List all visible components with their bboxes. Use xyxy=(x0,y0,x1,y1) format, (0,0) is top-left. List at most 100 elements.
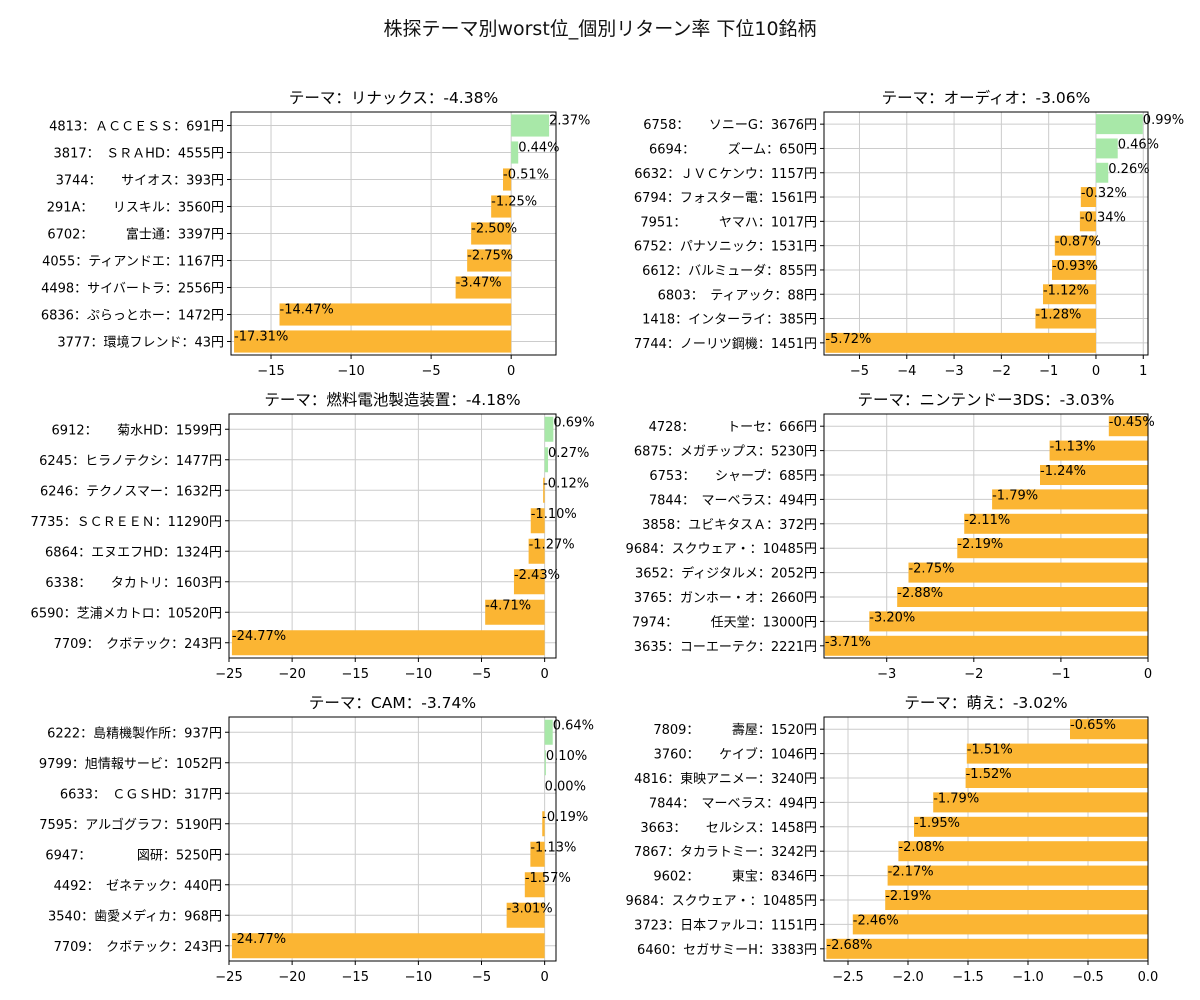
xtick-label: −15 xyxy=(342,970,369,985)
bar xyxy=(1095,162,1109,183)
category-label: 6633： ＣＧＳHD：317円 xyxy=(60,787,222,802)
subplot-title: テーマ：リナックス：-4.38% xyxy=(289,89,498,107)
bar-value-label: -3.20% xyxy=(869,610,915,625)
bar-value-label: -1.13% xyxy=(1050,440,1096,455)
xtick-label: −1 xyxy=(1039,364,1058,379)
bar xyxy=(869,611,1148,632)
xtick-label: 1 xyxy=(1139,364,1147,379)
category-label: 6590：芝浦メカトロ：10520円 xyxy=(31,605,222,621)
category-label: 3760： ケイブ：1046円 xyxy=(654,747,817,763)
bar-value-label: -17.31% xyxy=(234,329,288,344)
bar xyxy=(543,477,545,503)
bar-value-label: -1.95% xyxy=(914,816,960,831)
xtick-label: −1.5 xyxy=(952,970,984,985)
bar xyxy=(467,249,512,272)
bar-value-label: 0.46% xyxy=(1118,137,1159,152)
category-label: 6612：バルミューダ：855円 xyxy=(642,264,817,279)
bar-value-label: -2.88% xyxy=(897,586,943,601)
bar xyxy=(1035,308,1096,329)
xtick-label: 0.0 xyxy=(1138,970,1159,985)
bar xyxy=(1095,114,1143,135)
bar xyxy=(898,841,1148,862)
bar-value-label: -14.47% xyxy=(280,302,334,317)
bar xyxy=(231,630,545,656)
bar xyxy=(530,841,545,867)
bar xyxy=(544,447,549,473)
bar-value-label: 0.10% xyxy=(546,749,587,764)
category-label: 6753： シャープ：685円 xyxy=(649,469,817,484)
bar xyxy=(506,902,545,928)
bar xyxy=(965,767,1148,789)
xtick-label: −4 xyxy=(897,364,916,379)
bar-value-label: -1.27% xyxy=(529,538,575,553)
xtick-label: 0 xyxy=(507,364,515,379)
axes-frame xyxy=(228,413,557,659)
bar xyxy=(544,416,554,442)
bar-value-label: -0.32% xyxy=(1081,186,1127,201)
category-label: 6460：セガサミーH：3383円 xyxy=(637,943,817,958)
bar-value-label: -1.12% xyxy=(1043,283,1089,298)
category-label: 9602： 東宝：8346円 xyxy=(653,869,817,885)
category-label: 7974： 任天堂：13000円 xyxy=(632,615,817,630)
bar-value-label: -2.50% xyxy=(471,221,517,236)
chart-cam: 0.64% 6222：島精機製作所：937円 0.10% 9799：旭情報サービ：10… xyxy=(39,694,594,985)
category-label: 7844： マーベラス：494円 xyxy=(649,493,817,508)
xtick-label: −20 xyxy=(278,970,305,985)
bar-value-label: -1.10% xyxy=(531,507,577,522)
xtick-label: −25 xyxy=(215,667,242,682)
chart-linux: 2.37% 4813：ＡＣＣＥＳＳ：691円 0.44% 3817： ＳＲＡHD：45… xyxy=(41,89,591,379)
bar-value-label: -1.52% xyxy=(966,767,1012,782)
category-label: 3540：歯愛メディカ：968円 xyxy=(48,908,222,924)
xtick-label: 0 xyxy=(1092,364,1100,379)
bar-value-label: -1.79% xyxy=(992,488,1038,503)
xtick-label: −5 xyxy=(422,364,441,379)
xtick-label: −3 xyxy=(944,364,963,379)
bar-value-label: -1.28% xyxy=(1035,308,1081,323)
bar-value-label: 0.99% xyxy=(1143,113,1184,128)
bar xyxy=(1054,235,1096,256)
bar-value-label: -2.17% xyxy=(888,865,934,880)
category-label: 6632：ＪＶＣケンウ：1157円 xyxy=(634,167,817,182)
category-label: 1418：インターライ：385円 xyxy=(642,313,817,328)
bar xyxy=(826,938,1148,959)
bar xyxy=(933,792,1148,813)
bar xyxy=(511,114,550,137)
bar-value-label: -0.93% xyxy=(1052,259,1098,274)
bar-value-label: 0.44% xyxy=(518,140,559,155)
bar xyxy=(1070,719,1148,740)
xtick-label: −2 xyxy=(964,667,983,682)
category-label: 3744： サイオス：393円 xyxy=(56,174,224,189)
axes-frame xyxy=(823,413,1149,659)
category-label: 3723：日本ファルコ：1151円 xyxy=(634,918,817,933)
chart-audio: 0.99% 6758： ソニーG：3676円 0.46% 6694： ズーム：650円… xyxy=(634,88,1184,379)
bar-value-label: 0.00% xyxy=(545,780,586,795)
figure-title: 株探テーマ別worst位_個別リターン率 下位10銘柄 xyxy=(383,18,817,40)
bar xyxy=(1079,211,1096,232)
category-label: 3663： セルシス：1458円 xyxy=(640,821,817,836)
bar xyxy=(1040,464,1148,486)
bar xyxy=(234,330,512,353)
category-label: 6875：メガチップス：5230円 xyxy=(634,445,817,460)
category-label: 7709： クボテック：243円 xyxy=(54,940,222,955)
xtick-label: −1 xyxy=(1051,667,1070,682)
subplot-title: テーマ：燃料電池製造装置：-4.18% xyxy=(264,391,520,409)
xtick-label: 0 xyxy=(1144,667,1152,682)
bar-value-label: -1.79% xyxy=(933,791,979,806)
bar xyxy=(908,562,1148,583)
bar xyxy=(511,141,519,164)
bar-value-label: -2.46% xyxy=(853,913,899,928)
category-label: 6222：島精機製作所：937円 xyxy=(47,726,222,741)
bar-value-label: 0.26% xyxy=(1108,162,1149,177)
category-label: 9684：スクウェア・：10485円 xyxy=(626,894,817,909)
xtick-label: −1.0 xyxy=(1012,970,1044,985)
bar xyxy=(455,276,512,299)
subplot-title: テーマ：CAM：-3.74% xyxy=(309,694,476,712)
bar xyxy=(528,538,545,564)
bar xyxy=(231,933,545,959)
category-label: 7709： クボテック：243円 xyxy=(54,637,222,652)
bar xyxy=(1080,187,1096,208)
bar xyxy=(1095,138,1118,159)
category-label: 4728： トーセ：666円 xyxy=(649,420,817,435)
bar-value-label: -1.51% xyxy=(967,743,1013,758)
chart-fuel-cell: 0.69% 6912： 菊水HD：1599円 0.27% 6245：ヒラノテクシ：14… xyxy=(31,391,595,682)
